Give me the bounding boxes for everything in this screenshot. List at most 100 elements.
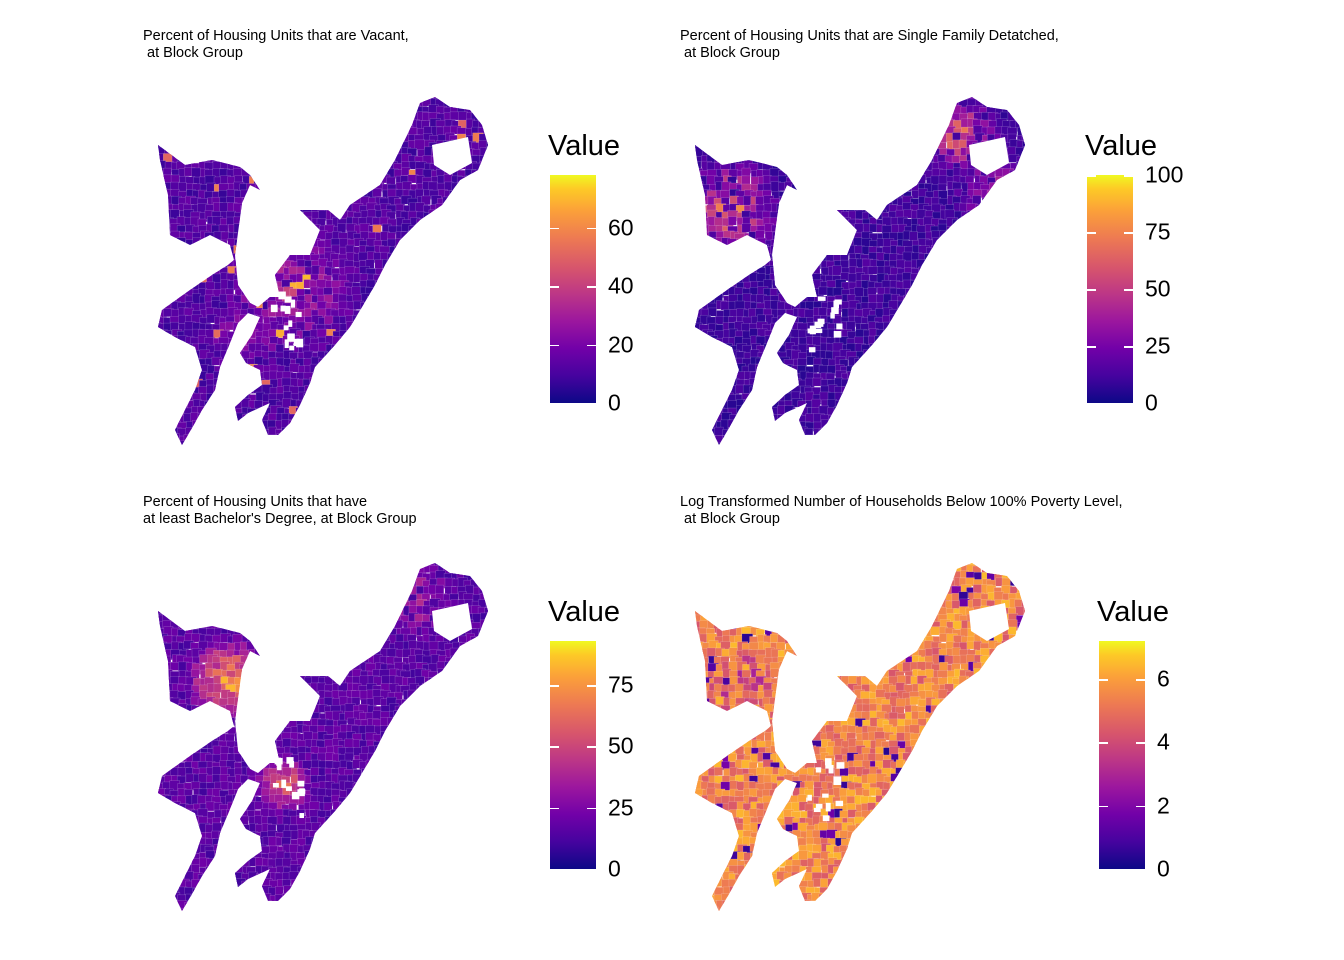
block-group-cell bbox=[750, 133, 760, 146]
block-group-cell bbox=[164, 119, 176, 128]
block-group-cell bbox=[758, 147, 769, 157]
block-group-cell bbox=[798, 161, 810, 173]
choropleth-map bbox=[150, 85, 500, 455]
block-group-cell bbox=[242, 281, 254, 291]
block-group-cell bbox=[157, 448, 166, 455]
block-group-cell bbox=[429, 372, 441, 383]
block-group-cell bbox=[841, 120, 853, 132]
block-group-cell bbox=[414, 286, 425, 298]
block-group-cell bbox=[736, 405, 746, 415]
block-group-cell bbox=[800, 240, 810, 251]
block-group-cell bbox=[793, 86, 803, 97]
block-group-cell bbox=[1015, 324, 1025, 334]
block-group-cell bbox=[918, 321, 928, 333]
legend-tick-mark bbox=[550, 344, 596, 347]
block-group-cell bbox=[861, 188, 872, 199]
block-group-cell bbox=[988, 295, 997, 305]
block-group-cell bbox=[374, 126, 386, 137]
block-group-cell bbox=[179, 352, 188, 363]
block-group-cell bbox=[171, 247, 180, 256]
block-group-cell bbox=[1031, 337, 1037, 345]
block-group-cell bbox=[191, 167, 201, 178]
block-group-cell bbox=[869, 377, 878, 389]
block-group-cell bbox=[289, 189, 300, 201]
block-group-cell bbox=[986, 97, 996, 109]
block-group-cell bbox=[150, 203, 157, 213]
block-group-cell bbox=[260, 231, 271, 241]
block-group-cell bbox=[736, 238, 747, 248]
block-group-cell bbox=[910, 349, 921, 360]
block-group-cell bbox=[783, 209, 793, 220]
block-group-cell bbox=[695, 407, 698, 419]
block-group-cell bbox=[178, 258, 188, 271]
block-group-cell bbox=[366, 106, 377, 117]
block-group-cell bbox=[262, 97, 274, 103]
block-group-cell bbox=[442, 272, 453, 283]
block-group-cell bbox=[402, 118, 413, 130]
block-group-cell bbox=[708, 342, 720, 354]
block-group-cell bbox=[821, 190, 831, 200]
block-group-cell bbox=[340, 371, 351, 383]
block-group-cell bbox=[331, 379, 343, 391]
block-group-cell bbox=[164, 356, 177, 366]
block-group-cell bbox=[979, 316, 990, 327]
block-group-cell bbox=[699, 350, 710, 361]
block-group-cell bbox=[192, 112, 203, 123]
block-group-cell bbox=[163, 126, 174, 135]
block-group-cell bbox=[396, 391, 406, 404]
block-group-cell bbox=[806, 97, 817, 107]
block-group-cell bbox=[918, 120, 929, 132]
block-group-cell bbox=[840, 155, 852, 167]
block-group-cell bbox=[968, 314, 979, 325]
block-group-cell bbox=[470, 281, 481, 293]
block-group-cell bbox=[966, 365, 976, 375]
block-group-cell bbox=[416, 364, 428, 375]
block-group-cell bbox=[897, 118, 908, 130]
block-group-cell bbox=[1015, 202, 1025, 211]
block-group-cell bbox=[233, 440, 244, 445]
block-group-cell bbox=[353, 398, 364, 408]
block-group-cell bbox=[359, 371, 369, 382]
block-group-cell bbox=[255, 274, 265, 286]
legend-tick-mark bbox=[550, 286, 596, 288]
block-group-cell bbox=[988, 359, 1000, 370]
block-group-cell bbox=[325, 106, 335, 118]
block-group-cell bbox=[409, 433, 420, 445]
block-group-cell bbox=[1001, 343, 1012, 355]
block-group-cell bbox=[464, 295, 474, 304]
block-group-cell bbox=[379, 97, 392, 103]
block-group-cell bbox=[965, 232, 976, 244]
block-group-cell bbox=[170, 450, 178, 455]
block-group-cell bbox=[695, 358, 699, 369]
block-group-cell bbox=[832, 239, 842, 252]
block-group-cell bbox=[261, 429, 270, 440]
block-group-cell bbox=[431, 440, 442, 445]
block-group-cell bbox=[396, 86, 405, 94]
block-group-cell bbox=[424, 274, 434, 285]
block-group-cell bbox=[804, 167, 815, 177]
block-group-cell bbox=[178, 391, 190, 403]
block-group-cell bbox=[493, 100, 500, 110]
block-group-cell bbox=[792, 266, 803, 278]
block-group-cell bbox=[192, 148, 203, 160]
block-group-cell bbox=[818, 167, 830, 177]
block-group-cell bbox=[254, 286, 264, 296]
block-group-cell bbox=[305, 85, 314, 92]
block-group-cell bbox=[317, 357, 329, 368]
block-group-cell bbox=[444, 252, 455, 262]
block-group-cell bbox=[818, 245, 828, 257]
block-group-cell bbox=[904, 97, 915, 101]
block-group-cell bbox=[386, 259, 397, 271]
block-group-cell bbox=[325, 134, 336, 146]
block-group-cell bbox=[973, 286, 985, 297]
block-group-cell bbox=[304, 435, 316, 445]
block-group-cell bbox=[771, 111, 781, 122]
block-group-cell bbox=[165, 337, 177, 349]
block-group-cell bbox=[930, 392, 942, 403]
block-group-cell bbox=[1029, 324, 1037, 335]
block-group-cell bbox=[800, 140, 812, 150]
block-group-cell bbox=[827, 104, 837, 114]
block-group-cell bbox=[158, 414, 160, 425]
block-group-cell bbox=[1022, 344, 1025, 356]
block-group-cell bbox=[910, 280, 920, 290]
